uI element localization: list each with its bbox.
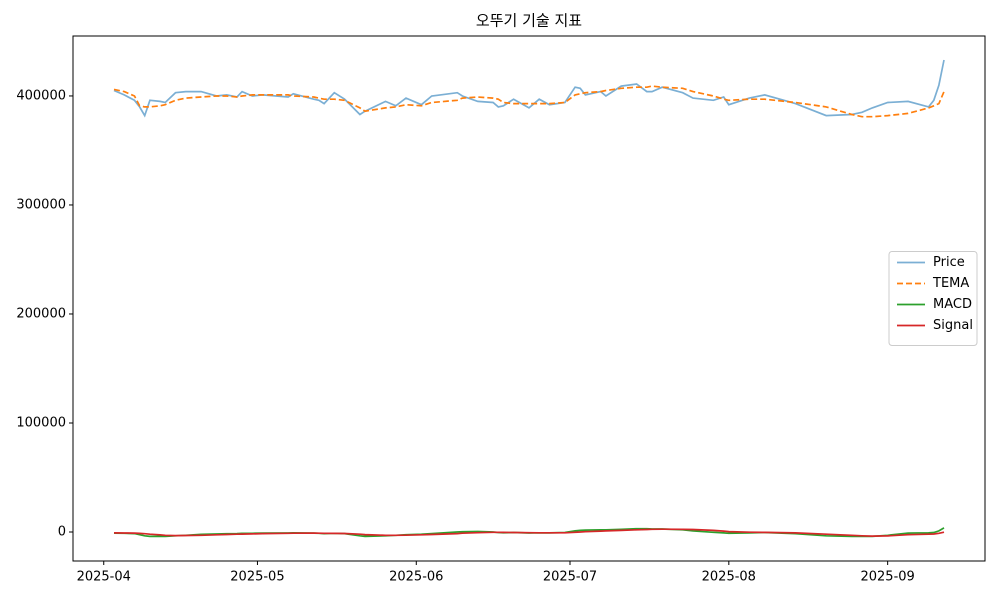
legend-label: MACD xyxy=(933,297,972,312)
y-tick-label: 200000 xyxy=(16,306,66,321)
x-tick-label: 2025-09 xyxy=(860,570,914,585)
plot-frame xyxy=(72,35,986,562)
x-tick-label: 2025-06 xyxy=(389,570,443,585)
x-tick-label: 2025-04 xyxy=(77,570,131,585)
series-line xyxy=(113,85,945,118)
legend: Price TEMA MACD Signal xyxy=(888,251,978,346)
x-tick-label: 2025-08 xyxy=(702,570,756,585)
y-tick-label: 100000 xyxy=(16,415,66,430)
legend-label: TEMA xyxy=(932,276,969,291)
y-tick-label: 400000 xyxy=(16,88,66,103)
legend-box xyxy=(888,251,978,346)
chart-title: 오뚜기 기술 지표 xyxy=(476,12,582,30)
legend-label: Signal xyxy=(933,318,973,333)
x-tick-label: 2025-05 xyxy=(230,570,284,585)
series-line xyxy=(113,528,945,537)
y-tick-label: 0 xyxy=(58,525,66,540)
series-line xyxy=(113,59,945,118)
legend-label: Price xyxy=(933,255,965,270)
x-tick-label: 2025-07 xyxy=(543,570,597,585)
y-tick-label: 300000 xyxy=(16,197,66,212)
